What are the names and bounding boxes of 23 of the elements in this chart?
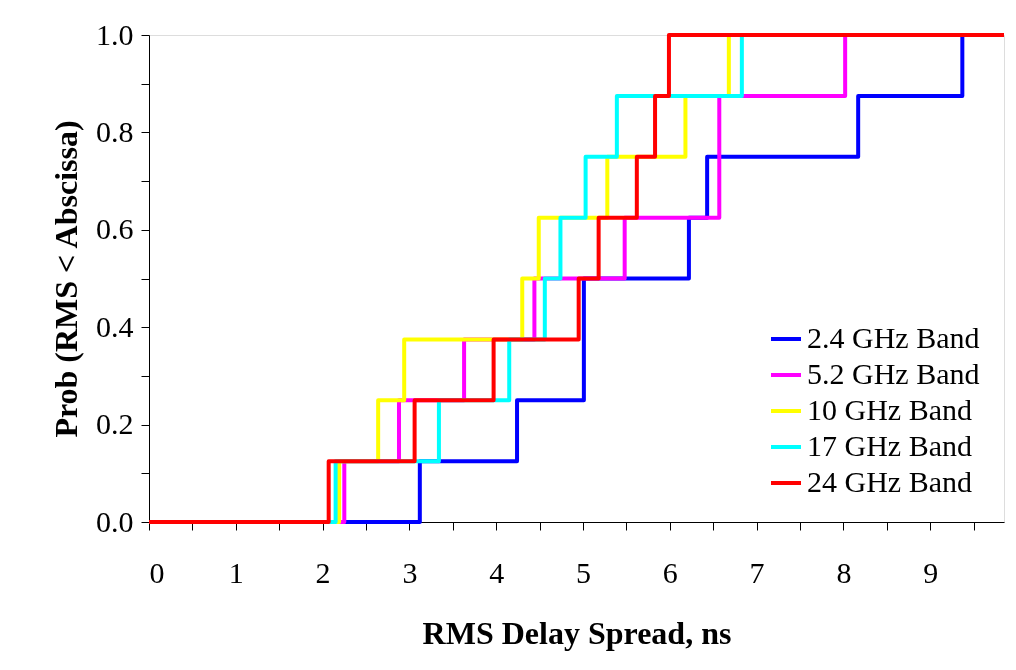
x-tick-label: 9: [923, 555, 939, 589]
x-tick-label: 1: [228, 555, 244, 589]
x-tick-label: 8: [836, 555, 852, 589]
y-tick-label: 0.4: [96, 309, 134, 343]
x-tick-label: 4: [489, 555, 505, 589]
x-axis-title: RMS Delay Spread, ns: [422, 614, 732, 651]
legend-label: 17 GHz Band: [807, 429, 972, 462]
legend-label: 2.4 GHz Band: [807, 321, 980, 354]
y-tick-label: 1.0: [96, 17, 134, 51]
y-tick-label: 0.6: [96, 212, 134, 246]
y-tick-label: 0.2: [96, 407, 134, 441]
x-tick-label: 6: [662, 555, 678, 589]
x-tick-label: 5: [576, 555, 592, 589]
x-tick-label: 7: [749, 555, 765, 589]
legend-label: 10 GHz Band: [807, 393, 972, 426]
y-tick-label: 0.0: [96, 504, 134, 538]
x-tick-label: 0: [149, 555, 165, 589]
y-tick-label: 0.8: [96, 114, 134, 148]
x-tick-label: 3: [402, 555, 418, 589]
x-tick-label: 2: [315, 555, 331, 589]
y-axis-title: Prob (RMS < Abscissa): [48, 120, 84, 438]
legend-label: 24 GHz Band: [807, 465, 972, 498]
legend-label: 5.2 GHz Band: [807, 357, 980, 390]
